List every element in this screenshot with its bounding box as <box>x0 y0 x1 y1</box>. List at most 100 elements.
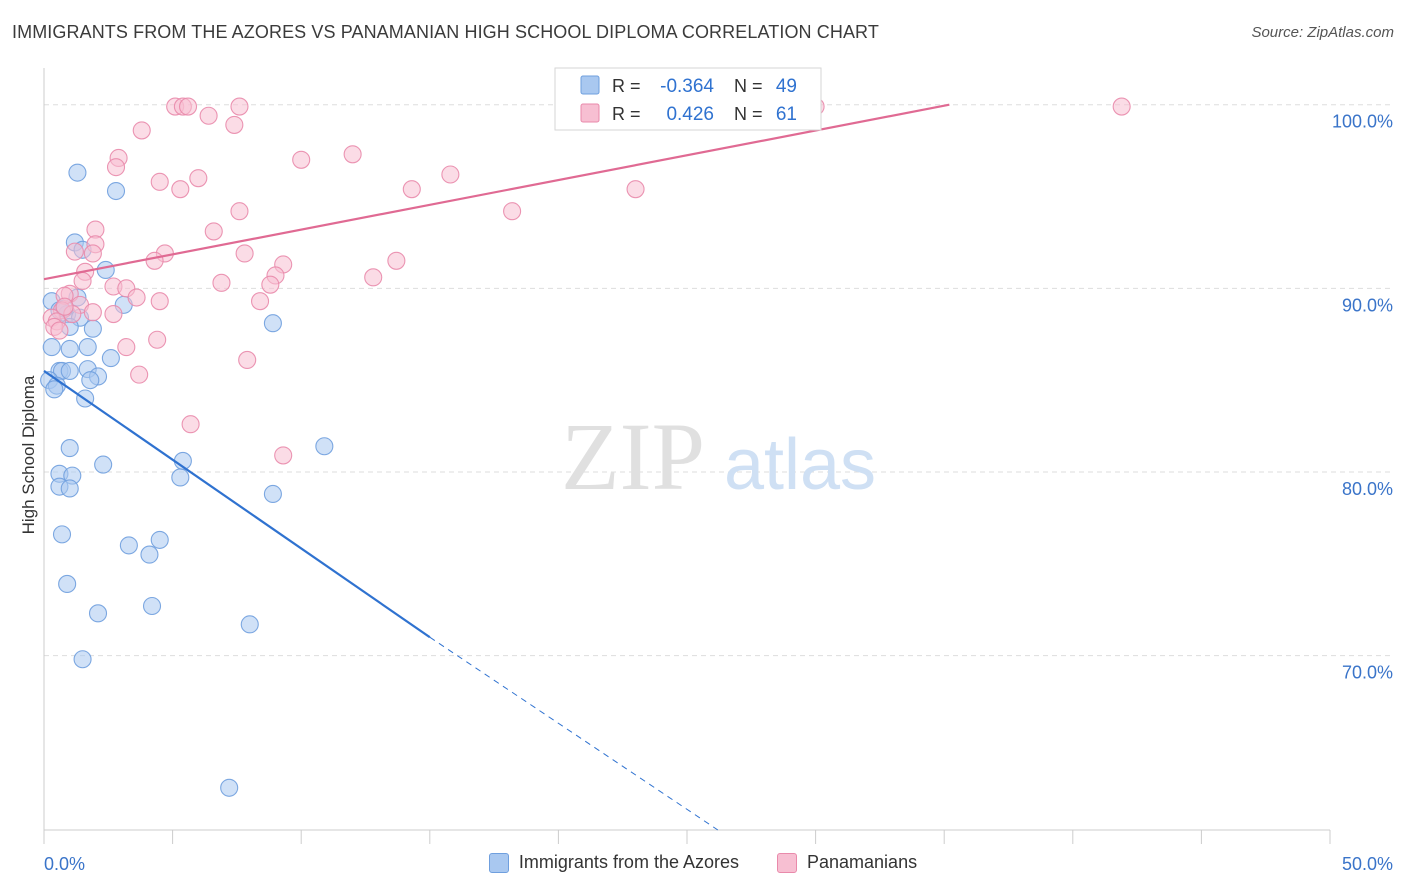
stats-swatch-pink <box>580 103 600 123</box>
azores-trend-line <box>43 370 431 639</box>
panamanian-point <box>148 330 167 349</box>
azores-trend-extension <box>429 636 719 831</box>
panamanian-point <box>387 251 406 270</box>
panamanian-point <box>212 273 231 292</box>
panamanian-point <box>83 303 102 322</box>
azores-point <box>60 361 79 381</box>
panamanian-point <box>55 297 74 316</box>
panamanian-point <box>230 202 249 221</box>
panamanian-point <box>130 365 149 384</box>
stats-swatch-blue <box>580 75 600 95</box>
chart-title: IMMIGRANTS FROM THE AZORES VS PANAMANIAN… <box>12 22 879 42</box>
panamanian-point <box>225 115 244 134</box>
azores-point <box>119 536 138 555</box>
azores-point <box>94 455 113 474</box>
legend-label-azores: Immigrants from the Azores <box>518 852 739 872</box>
panamanian-point <box>626 180 645 199</box>
panamanian-point <box>1112 97 1131 116</box>
azores-point <box>73 650 92 669</box>
panamanian-point <box>343 145 362 164</box>
watermark-atlas: atlas <box>724 425 876 505</box>
panamanian-point <box>292 150 311 169</box>
azores-point <box>315 437 334 456</box>
azores-point <box>106 181 126 201</box>
series-legend: Immigrants from the Azores Panamanians <box>0 852 1406 873</box>
stats-legend: R = -0.364 N = 49 R = 0.426 N = 61 <box>554 67 822 131</box>
azores-point <box>60 339 79 358</box>
azores-point <box>140 545 159 564</box>
watermark: ZIP atlas <box>561 403 876 510</box>
panamanian-point <box>230 97 249 116</box>
y-tick-label: 70.0% <box>1342 663 1393 683</box>
panamanian-point <box>238 350 257 369</box>
x-tick-label: 50.0% <box>1342 854 1393 874</box>
stats-r-value-blue: -0.364 <box>660 76 714 97</box>
panamanian-point <box>145 251 164 270</box>
panamanian-point <box>204 222 223 241</box>
y-tick-label: 80.0% <box>1342 479 1393 499</box>
grid-lines <box>44 104 1392 657</box>
panamanian-point <box>402 180 421 199</box>
azores-point <box>88 604 108 623</box>
stats-n-value-blue: 49 <box>776 76 797 97</box>
azores-point <box>52 525 72 544</box>
stats-r-value-pink: 0.426 <box>666 104 714 125</box>
x-tick-label: 0.0% <box>44 854 85 874</box>
azores-point <box>96 260 115 280</box>
legend-item-panamanians[interactable]: Panamanians <box>777 852 917 873</box>
stats-r-label-blue: R = <box>612 76 641 96</box>
azores-point <box>60 439 79 458</box>
panamanian-point <box>73 271 92 291</box>
legend-swatch-panamanians <box>777 852 797 873</box>
azores-point <box>171 468 190 487</box>
panamanian-point <box>235 244 254 263</box>
panamanian-point <box>150 172 169 191</box>
panamanian-point <box>127 288 146 307</box>
legend-label-panamanians: Panamanians <box>807 852 918 872</box>
azores-point <box>101 349 120 368</box>
azores-point <box>263 314 282 333</box>
panamanian-point <box>181 415 200 434</box>
stats-n-value-pink: 61 <box>776 104 797 125</box>
panamanian-point <box>178 97 198 116</box>
axes <box>43 68 1331 844</box>
panamanian-point <box>274 446 293 465</box>
azores-point <box>142 596 162 616</box>
watermark-zip: ZIP <box>561 403 705 510</box>
panamanian-point <box>189 169 208 188</box>
y-axis-label: High School Diploma <box>19 375 38 534</box>
panamanian-point <box>117 338 136 357</box>
azores-point <box>45 380 64 399</box>
panamanian-point <box>83 244 102 263</box>
azores-point <box>81 371 100 390</box>
panamanian-point <box>50 321 69 340</box>
panamanian-trend-line <box>43 103 950 281</box>
panamanian-point <box>104 304 123 324</box>
tick-labels: 70.0% 80.0% 90.0% 100.0% 0.0% 50.0% <box>44 112 1393 874</box>
panamanian-point <box>132 121 151 140</box>
panamanian-point <box>199 106 218 125</box>
y-tick-label: 90.0% <box>1342 295 1393 315</box>
trend-lines <box>43 103 950 831</box>
panamanian-point <box>261 275 280 294</box>
azores-point <box>83 319 102 338</box>
panamanian-point <box>503 202 522 221</box>
azores-point <box>68 163 87 182</box>
azores-point <box>42 338 61 357</box>
panamanian-point <box>171 180 190 199</box>
azores-point <box>58 574 77 594</box>
azores-point <box>60 479 79 498</box>
stats-n-label-pink: N = <box>734 104 763 124</box>
panamanian-point <box>65 242 84 261</box>
panamanian-point <box>106 158 126 177</box>
panamanian-point <box>364 268 383 287</box>
azores-point <box>150 530 169 549</box>
stats-r-label-pink: R = <box>612 104 641 124</box>
source-credit: Source: ZipAtlas.com <box>1251 24 1394 41</box>
legend-item-azores[interactable]: Immigrants from the Azores <box>488 852 739 873</box>
panamanian-point <box>250 292 270 311</box>
stats-n-label-blue: N = <box>734 76 763 96</box>
azores-point <box>220 778 239 797</box>
azores-point <box>78 338 97 357</box>
